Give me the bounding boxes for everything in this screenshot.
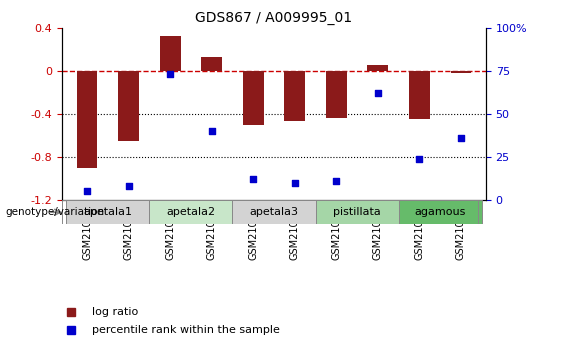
Bar [367,65,388,71]
Point [249,177,258,182]
Point [82,189,92,194]
Bar [243,71,264,125]
Point [290,180,299,186]
Text: apetala2: apetala2 [166,207,215,217]
Bar [316,200,399,224]
Title: GDS867 / A009995_01: GDS867 / A009995_01 [195,11,353,25]
Point [332,178,341,184]
Bar [201,57,222,71]
Bar [77,71,98,168]
Bar [284,71,305,121]
Point [207,128,216,134]
Bar [326,71,347,118]
Bar [409,71,430,119]
Bar [451,71,471,73]
Text: pistillata: pistillata [333,207,381,217]
Text: agamous: agamous [415,207,466,217]
Bar [160,36,181,71]
Bar [118,71,139,141]
Point [457,135,466,141]
Text: log ratio: log ratio [92,307,138,317]
Point [373,90,383,96]
Bar [399,200,482,224]
Text: apetala3: apetala3 [250,207,298,217]
Point [415,156,424,161]
Text: genotype/variation: genotype/variation [6,207,105,217]
Point [166,71,175,77]
Bar [232,200,316,224]
Point [124,184,133,189]
Text: percentile rank within the sample: percentile rank within the sample [92,325,280,335]
Bar [149,200,232,224]
Text: apetala1: apetala1 [84,207,132,217]
Bar [66,200,149,224]
